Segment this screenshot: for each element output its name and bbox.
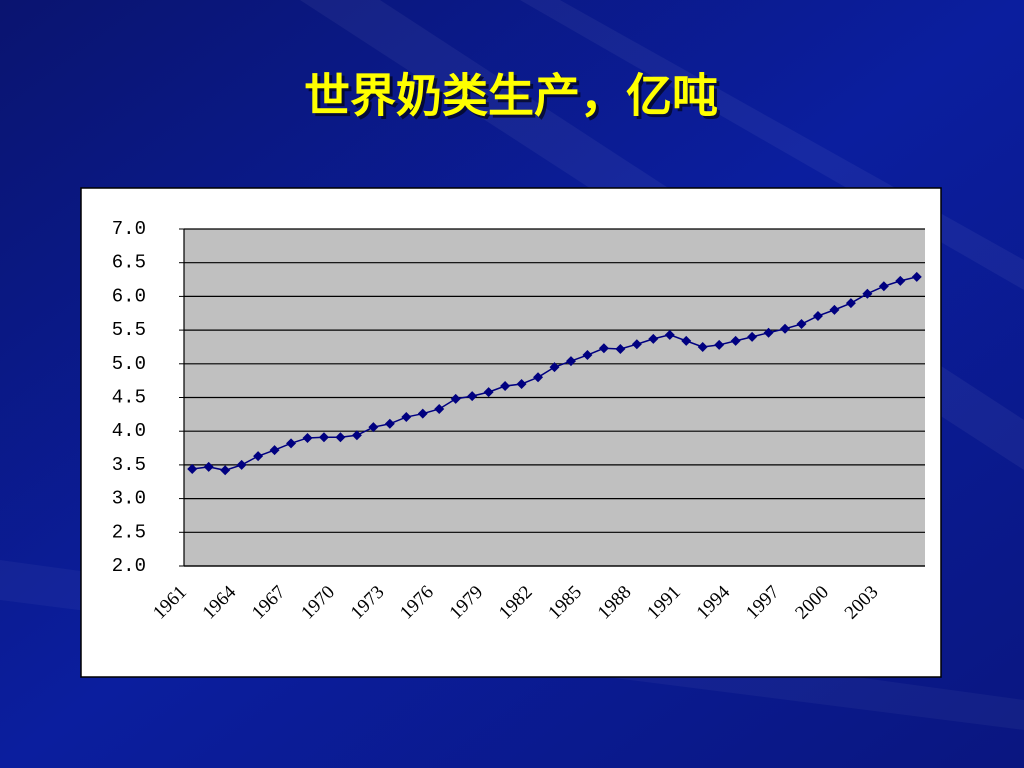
- y-tick-label: 3.5: [112, 454, 146, 476]
- chart-title: 世界奶类生产，亿吨: [304, 69, 718, 123]
- data-point: [384, 418, 395, 429]
- y-tick-label: 7.0: [112, 218, 146, 240]
- data-point: [664, 329, 675, 340]
- data-point: [203, 461, 214, 472]
- data-point: [780, 323, 791, 334]
- data-point: [368, 422, 379, 433]
- data-point: [220, 465, 231, 476]
- y-tick-label: 4.0: [112, 420, 146, 442]
- data-point: [681, 335, 692, 346]
- data-point: [516, 379, 527, 390]
- data-point: [631, 339, 642, 350]
- data-point: [483, 387, 494, 398]
- data-point: [911, 271, 922, 282]
- data-point: [467, 391, 478, 402]
- data-point: [533, 372, 544, 383]
- y-tick-label: 2.0: [112, 555, 146, 577]
- data-point: [500, 381, 511, 392]
- y-tick-label: 4.5: [112, 387, 146, 409]
- data-point: [549, 362, 560, 373]
- data-point: [763, 327, 774, 338]
- data-point: [565, 356, 576, 367]
- data-point: [417, 408, 428, 419]
- y-tick-label: 2.5: [112, 521, 146, 543]
- data-point: [895, 275, 906, 286]
- title-shadow: 世界奶类生产，亿吨: [307, 72, 721, 126]
- data-point: [862, 288, 873, 299]
- data-point: [434, 403, 445, 414]
- y-tick-label: 5.5: [112, 319, 146, 341]
- data-point: [450, 393, 461, 404]
- y-tick-label: 3.0: [112, 488, 146, 510]
- data-point: [187, 463, 198, 474]
- data-point: [845, 298, 856, 309]
- data-point: [351, 430, 362, 441]
- data-point: [401, 412, 412, 423]
- data-point: [253, 451, 264, 462]
- data-point: [582, 350, 593, 361]
- data-point: [648, 333, 659, 344]
- data-point: [286, 438, 297, 449]
- data-point: [730, 335, 741, 346]
- data-point: [236, 459, 247, 470]
- data-point: [269, 445, 280, 456]
- data-point: [615, 343, 626, 354]
- data-point: [302, 432, 313, 443]
- data-point: [747, 331, 758, 342]
- data-point: [796, 319, 807, 330]
- y-tick-label: 6.5: [112, 252, 146, 274]
- data-point: [598, 343, 609, 354]
- y-tick-label: 6.0: [112, 285, 146, 307]
- data-point: [878, 281, 889, 292]
- data-point: [697, 341, 708, 352]
- data-point: [714, 339, 725, 350]
- data-point: [829, 304, 840, 315]
- data-point: [335, 432, 346, 443]
- data-point: [318, 432, 329, 443]
- y-tick-label: 5.0: [112, 353, 146, 375]
- data-point: [812, 310, 823, 321]
